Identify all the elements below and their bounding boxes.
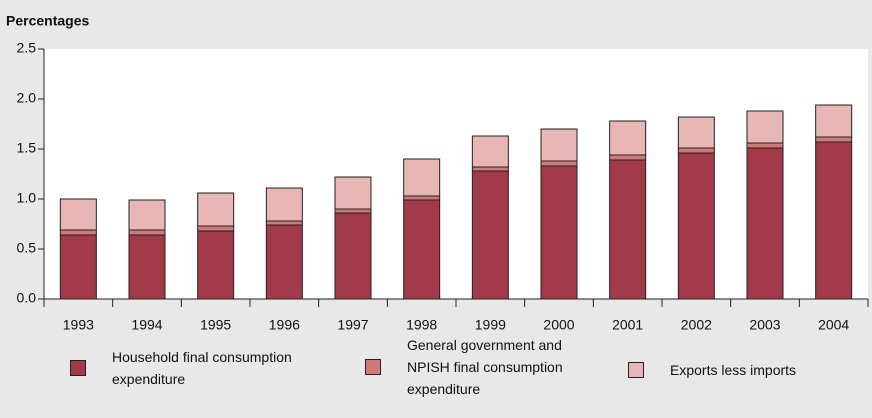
y-tick-label: 1.5 — [17, 140, 37, 156]
bar-segment — [746, 147, 784, 300]
x-tick-label: 2004 — [818, 317, 849, 333]
x-tick-label: 1998 — [406, 317, 437, 333]
legend-label: Household final consumption expenditure — [112, 349, 292, 387]
bar-segment — [815, 136, 853, 143]
bar-segment — [471, 170, 509, 300]
bar-segment — [815, 104, 853, 138]
bar-segment — [197, 225, 235, 232]
x-tick-label: 1994 — [131, 317, 162, 333]
bar-segment — [746, 110, 784, 144]
x-tick-label: 2000 — [543, 317, 574, 333]
bar-segment — [609, 120, 647, 156]
bar-segment — [334, 176, 372, 210]
bar-segment — [197, 192, 235, 227]
legend-item: General government and NPISH final consu… — [365, 334, 625, 400]
bar-segment — [540, 128, 578, 162]
y-tick-label: 2.0 — [17, 90, 37, 106]
bar-segment — [746, 142, 784, 149]
plot-area — [44, 49, 868, 299]
legend-swatch — [70, 360, 86, 376]
y-tick-label: 0.5 — [17, 240, 37, 256]
bar-segment — [265, 220, 303, 226]
bar-segment — [128, 234, 166, 300]
bar-segment — [59, 229, 97, 236]
x-tick-label: 2003 — [749, 317, 780, 333]
bar-segment — [815, 141, 853, 300]
bar-segment — [677, 147, 715, 154]
bar-segment — [609, 159, 647, 300]
bar-segment — [265, 224, 303, 300]
bar-segment — [334, 208, 372, 214]
x-tick-label: 1995 — [200, 317, 231, 333]
bar-segment — [609, 154, 647, 161]
y-tick-label: 2.5 — [17, 40, 37, 56]
bar-segment — [128, 229, 166, 236]
y-tick-label: 1.0 — [17, 190, 37, 206]
legend-label: General government and NPISH final consu… — [407, 337, 563, 397]
bar-segment — [59, 234, 97, 300]
bar-segment — [128, 199, 166, 231]
bar-segment — [677, 116, 715, 149]
y-axis-label: Percentages — [6, 13, 89, 29]
bar-segment — [334, 212, 372, 300]
bar-segment — [471, 135, 509, 168]
legend-swatch — [628, 362, 644, 378]
bar-segment — [540, 160, 578, 167]
bar-segment — [471, 166, 509, 172]
bar-segment — [540, 165, 578, 300]
legend-label: Exports less imports — [670, 362, 797, 378]
x-tick-label: 2001 — [612, 317, 643, 333]
x-tick-label: 2002 — [681, 317, 712, 333]
bar-segment — [403, 195, 441, 201]
y-tick-label: 0.0 — [17, 290, 37, 306]
bar-segment — [197, 230, 235, 300]
legend-item: Exports less imports — [628, 359, 868, 381]
legend-item: Household final consumption expenditure — [70, 346, 320, 390]
bar-segment — [677, 152, 715, 300]
bar-segment — [59, 198, 97, 231]
bar-segment — [403, 199, 441, 300]
legend-swatch — [365, 359, 381, 375]
x-tick-label: 1999 — [475, 317, 506, 333]
bar-segment — [403, 158, 441, 197]
x-tick-label: 1993 — [63, 317, 94, 333]
x-tick-label: 1996 — [269, 317, 300, 333]
x-tick-label: 1997 — [337, 317, 368, 333]
bar-segment — [265, 187, 303, 222]
